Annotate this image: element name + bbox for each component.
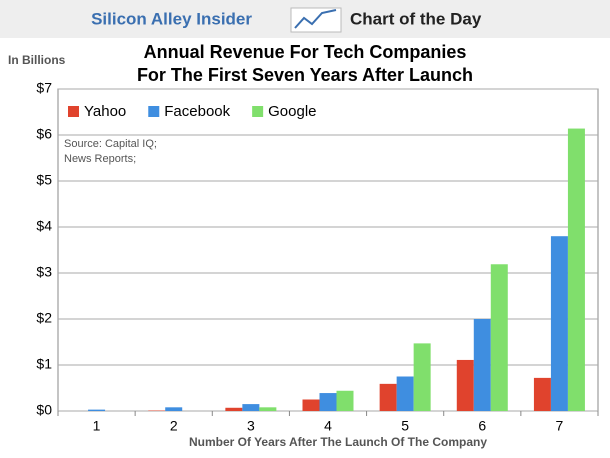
bar: [379, 383, 397, 411]
x-tick-label: 7: [556, 418, 564, 434]
legend-swatch: [68, 106, 79, 117]
bar: [225, 407, 243, 411]
bar: [550, 236, 568, 411]
x-tick-label: 5: [401, 418, 409, 434]
y-tick-label: $0: [36, 402, 52, 418]
x-axis-label: Number Of Years After The Launch Of The …: [189, 435, 487, 449]
y-tick-label: $4: [36, 218, 52, 234]
x-tick-label: 1: [93, 418, 101, 434]
x-tick-label: 6: [478, 418, 486, 434]
legend-swatch: [252, 106, 264, 117]
chart-title: For The First Seven Years After Launch: [137, 65, 473, 85]
y-tick-label: $6: [36, 126, 52, 142]
y-tick-label: $1: [36, 356, 52, 372]
legend-label: Facebook: [164, 103, 230, 120]
bar: [533, 377, 551, 411]
legend-label: Google: [268, 103, 316, 120]
source-note: News Reports;: [64, 153, 136, 165]
y-tick-label: $5: [36, 172, 52, 188]
bar: [413, 343, 431, 411]
bar: [396, 376, 414, 411]
y-tick-label: $3: [36, 264, 52, 280]
bar: [473, 319, 491, 411]
legend-label: Yahoo: [84, 103, 126, 120]
bar: [242, 404, 260, 411]
bar: [302, 399, 320, 411]
feature: Chart of the Day: [350, 9, 482, 28]
bar: [567, 128, 585, 411]
bar: [456, 359, 474, 411]
bar: [490, 264, 508, 411]
logo: [290, 7, 342, 33]
source-note: Source: Capital IQ;: [64, 138, 157, 150]
bar: [319, 393, 337, 411]
x-tick-label: 3: [247, 418, 255, 434]
chart-title: Annual Revenue For Tech Companies: [144, 42, 467, 62]
bar: [259, 407, 277, 411]
y-tick-label: $7: [36, 80, 52, 96]
legend-swatch: [148, 106, 160, 117]
bar: [165, 407, 183, 411]
bar: [88, 409, 106, 411]
bar: [336, 390, 354, 411]
x-tick-label: 4: [324, 418, 332, 434]
y-axis-label: In Billions: [8, 53, 66, 67]
brand: Silicon Alley Insider: [91, 9, 252, 28]
y-tick-label: $2: [36, 310, 52, 326]
x-tick-label: 2: [170, 418, 178, 434]
